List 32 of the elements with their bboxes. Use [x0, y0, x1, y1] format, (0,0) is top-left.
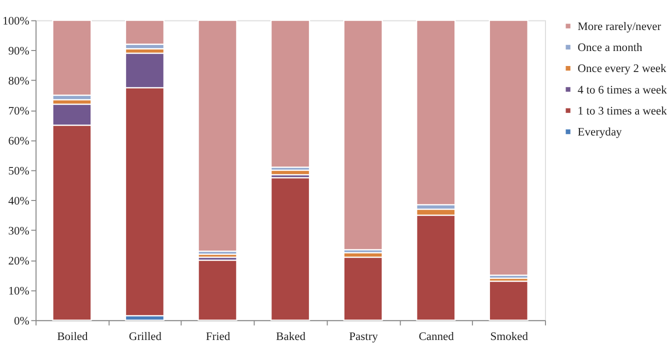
x-tick-label: Smoked	[490, 330, 528, 343]
legend-label: 4 to 6 times a week	[578, 84, 668, 96]
x-tick-label: Grilled	[128, 330, 162, 343]
x-tick-label: Baked	[276, 330, 306, 343]
bar	[198, 20, 238, 252]
y-tick-label: 100%	[2, 16, 30, 28]
y-tick-label: 60%	[8, 136, 30, 148]
x-tick-label: Canned	[418, 330, 454, 343]
legend-label: More rarely/never	[578, 20, 662, 33]
y-tick-label: 50%	[8, 166, 30, 178]
bar	[488, 280, 528, 321]
legend-label: 1 to 3 times a week	[578, 105, 668, 118]
x-tick-label: Fried	[206, 330, 230, 343]
y-tick-label: 20%	[8, 255, 30, 268]
y-tick-label: 40%	[8, 196, 30, 208]
bar	[343, 20, 383, 250]
y-tick-label: 90%	[8, 46, 30, 58]
bar	[343, 256, 383, 321]
bar	[198, 260, 238, 321]
y-tick-label: 80%	[8, 76, 30, 88]
y-tick-label: 70%	[8, 106, 30, 118]
y-tick-label: 30%	[8, 226, 30, 238]
legend-label: Once a month	[578, 42, 643, 54]
bar	[270, 177, 310, 321]
bar	[270, 20, 310, 168]
legend-label: Once every 2 week	[578, 63, 666, 76]
y-tick-label: 10%	[8, 285, 30, 298]
y-tick-label: 0%	[14, 315, 30, 328]
bar	[488, 20, 528, 276]
x-tick-label: Boiled	[57, 330, 88, 343]
legend-label: Everyday	[578, 126, 622, 139]
x-tick-label: Pastry	[349, 330, 378, 343]
